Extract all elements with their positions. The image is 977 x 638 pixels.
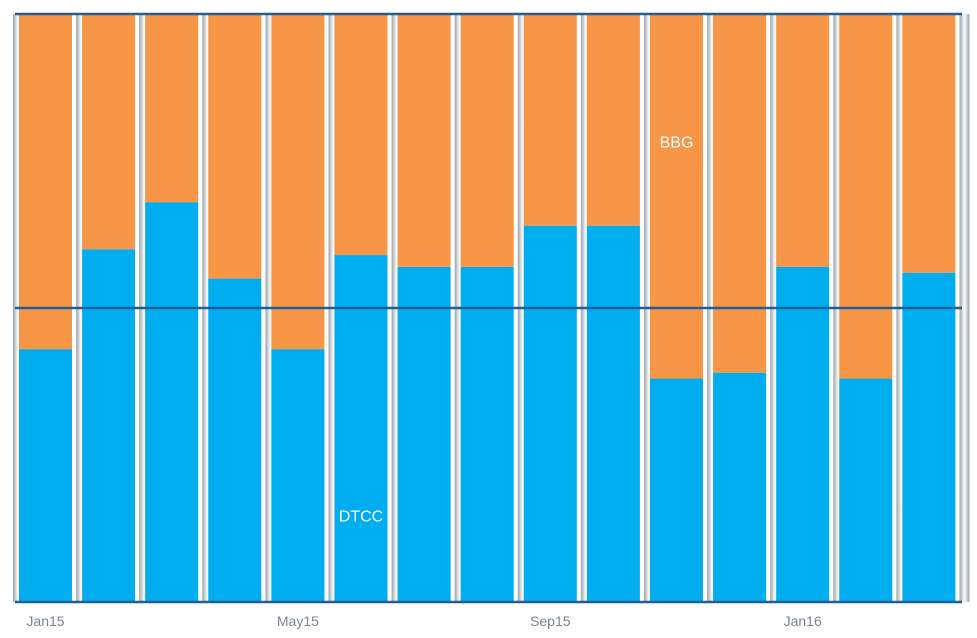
bar-segment-dtcc-may15 <box>271 349 325 602</box>
bar-segment-dtcc-dec15 <box>713 372 767 602</box>
bar-segment-bbg-jul15 <box>397 14 451 267</box>
bar-segment-bbg-mar15 <box>145 14 199 203</box>
bar-segment-bbg-feb15 <box>82 14 136 250</box>
bar-segment-bbg-jan16 <box>776 14 830 267</box>
bar-segment-bbg-jun15 <box>334 14 388 256</box>
bar-segment-bbg-jan15 <box>19 14 72 350</box>
bar-segment-dtcc-apr15 <box>208 278 262 602</box>
bar-segment-bbg-feb16 <box>839 14 893 379</box>
bar-segment-dtcc-jan16 <box>776 266 830 602</box>
bar-segment-dtcc-oct15 <box>586 225 640 602</box>
bar-segment-dtcc-jun15 <box>334 255 388 602</box>
x-axis-ticks: Jan15 May15 Sep15 Jan16 <box>26 613 822 629</box>
bar-segment-dtcc-feb16 <box>839 378 893 602</box>
bar-segment-dtcc-feb15 <box>82 249 136 602</box>
x-tick-label: May15 <box>277 613 319 629</box>
bar-segment-bbg-oct15 <box>586 14 640 226</box>
bar-segment-dtcc-jul15 <box>397 266 451 602</box>
bar-segment-dtcc-mar16 <box>902 272 956 602</box>
bar-segment-dtcc-jan15 <box>19 349 72 602</box>
series-labels: DTCC BBG <box>339 135 694 526</box>
bar-segment-bbg-mar16 <box>902 14 956 273</box>
series-label-dtcc: DTCC <box>339 508 383 525</box>
bar-segment-dtcc-mar15 <box>145 202 199 602</box>
bar-segment-dtcc-sep15 <box>523 225 577 602</box>
gridlines <box>15 12 962 604</box>
x-tick-label: Sep15 <box>530 613 571 629</box>
bar-segment-bbg-dec15 <box>713 14 767 373</box>
bar-segment-dtcc-nov15 <box>650 378 703 602</box>
bar-segment-bbg-sep15 <box>523 14 577 226</box>
series-label-bbg: BBG <box>660 135 694 152</box>
x-tick-label: Jan16 <box>784 613 822 629</box>
bar-segment-bbg-aug15 <box>460 14 514 267</box>
bar-segment-bbg-apr15 <box>208 14 262 279</box>
x-tick-label: Jan15 <box>26 613 64 629</box>
bar-segment-dtcc-aug15 <box>460 266 514 602</box>
bar-separator <box>959 14 970 602</box>
bar-segment-bbg-nov15 <box>650 14 703 379</box>
bar-segment-bbg-may15 <box>271 14 325 350</box>
